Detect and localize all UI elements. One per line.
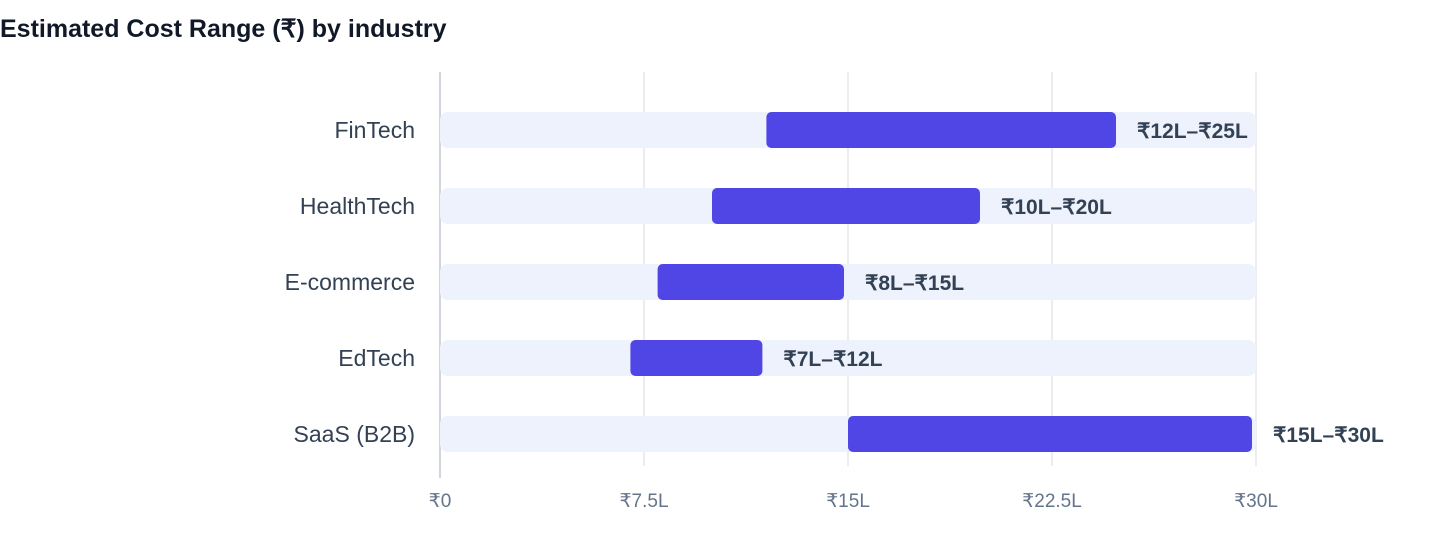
data-label: ₹15L–₹30L xyxy=(1273,424,1384,447)
range-bar xyxy=(630,340,763,376)
category-label: SaaS (B2B) xyxy=(294,421,415,447)
chart-title: Estimated Cost Range (₹) by industry xyxy=(0,15,447,43)
range-bar xyxy=(712,188,980,224)
category-label: HealthTech xyxy=(300,193,415,219)
data-label: ₹10L–₹20L xyxy=(1001,196,1112,219)
category-label: FinTech xyxy=(334,117,415,143)
x-tick-label: ₹0 xyxy=(429,491,452,512)
x-axis-ticks: ₹0 ₹7.5L ₹15L ₹22.5L ₹30L xyxy=(429,491,1278,512)
x-tick-label: ₹22.5L xyxy=(1022,491,1082,512)
data-label: ₹12L–₹25L xyxy=(1137,120,1248,143)
bars: FinTech ₹12L–₹25L HealthTech ₹10L–₹20L E-com… xyxy=(285,112,1384,452)
x-tick-label: ₹7.5L xyxy=(619,491,668,512)
bar-track xyxy=(440,264,1256,300)
range-bar xyxy=(848,416,1252,452)
x-tick-label: ₹30L xyxy=(1234,491,1278,512)
data-label: ₹7L–₹12L xyxy=(783,348,882,371)
range-bar xyxy=(657,264,844,300)
range-bar xyxy=(766,112,1116,148)
data-label: ₹8L–₹15L xyxy=(865,272,964,295)
x-tick-label: ₹15L xyxy=(826,491,870,512)
category-label: EdTech xyxy=(338,345,415,371)
category-label: E-commerce xyxy=(285,269,415,295)
